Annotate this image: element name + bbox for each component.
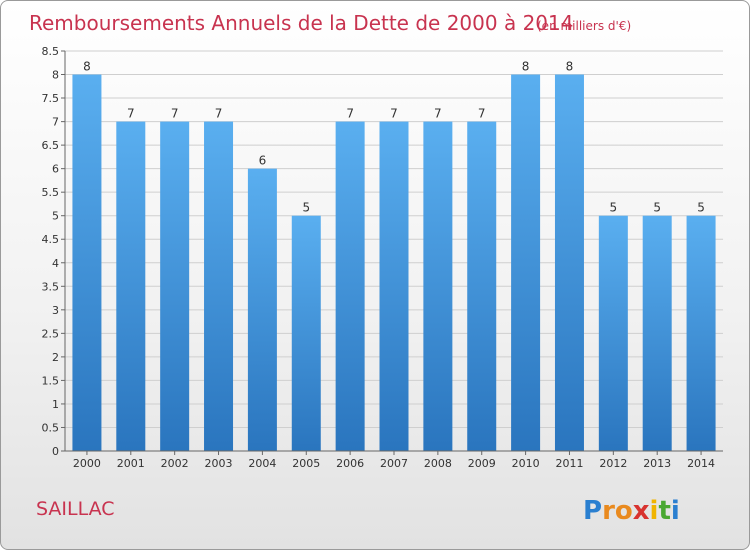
bar-value-label: 6 bbox=[259, 154, 267, 168]
x-tick-label: 2013 bbox=[643, 457, 671, 470]
x-tick-label: 2001 bbox=[117, 457, 145, 470]
y-tick-label: 6 bbox=[52, 163, 59, 176]
y-tick-label: 8.5 bbox=[42, 45, 60, 58]
bar-value-label: 8 bbox=[566, 60, 574, 74]
bar-value-label: 7 bbox=[434, 107, 442, 121]
bar bbox=[204, 121, 234, 452]
logo-letter: P bbox=[583, 496, 602, 526]
bar-value-label: 5 bbox=[610, 201, 618, 215]
x-tick-label: 2002 bbox=[161, 457, 189, 470]
x-tick-label: 2009 bbox=[468, 457, 496, 470]
bar bbox=[554, 74, 584, 451]
y-tick-label: 3 bbox=[52, 304, 59, 317]
y-tick-label: 5.5 bbox=[42, 186, 60, 199]
bar bbox=[423, 121, 453, 452]
y-tick-label: 8 bbox=[52, 69, 59, 82]
x-tick-label: 2003 bbox=[205, 457, 233, 470]
logo-letter: o bbox=[615, 496, 633, 526]
x-tick-label: 2007 bbox=[380, 457, 408, 470]
bar-value-label: 8 bbox=[83, 60, 91, 74]
y-tick-label: 2.5 bbox=[42, 327, 60, 340]
y-tick-label: 0 bbox=[52, 445, 59, 458]
bar bbox=[247, 168, 277, 451]
x-tick-label: 2006 bbox=[336, 457, 364, 470]
logo-letter: x bbox=[633, 496, 650, 526]
bar-value-label: 5 bbox=[653, 201, 661, 215]
bar-value-label: 5 bbox=[302, 201, 310, 215]
bar-value-label: 7 bbox=[478, 107, 486, 121]
logo-letter: r bbox=[602, 496, 615, 526]
y-tick-label: 2 bbox=[52, 351, 59, 364]
y-tick-label: 7 bbox=[52, 116, 59, 129]
y-tick-label: 1.5 bbox=[42, 374, 60, 387]
x-tick-label: 2012 bbox=[599, 457, 627, 470]
y-tick-label: 6.5 bbox=[42, 139, 60, 152]
commune-name: SAILLAC bbox=[36, 498, 115, 520]
logo-letter: i bbox=[671, 496, 680, 526]
bar bbox=[160, 121, 190, 452]
bar-value-label: 7 bbox=[346, 107, 354, 121]
bar bbox=[511, 74, 541, 451]
axis-layer: 0 0.5 1 1.5 2 2.5 3 3.5 4 4.5 5 5.5 6 6.5 7 7.5 8 8.5 2000… bbox=[42, 45, 723, 470]
bar-value-label: 8 bbox=[522, 60, 530, 74]
x-tick-label: 2008 bbox=[424, 457, 452, 470]
bar bbox=[642, 215, 672, 451]
y-tick-label: 0.5 bbox=[42, 421, 60, 434]
proxiti-logo: Proxiti bbox=[583, 496, 680, 526]
x-tick-label: 2014 bbox=[687, 457, 715, 470]
bar-value-label: 7 bbox=[171, 107, 179, 121]
y-tick-label: 1 bbox=[52, 398, 59, 411]
logo-letter: t bbox=[658, 496, 670, 526]
chart-title: Remboursements Annuels de la Dette de 20… bbox=[29, 11, 573, 35]
bar bbox=[335, 121, 365, 452]
bar bbox=[379, 121, 409, 452]
y-tick-label: 4.5 bbox=[42, 233, 60, 246]
x-tick-label: 2004 bbox=[248, 457, 276, 470]
logo-letter: i bbox=[650, 496, 659, 526]
bar bbox=[291, 215, 321, 451]
y-tick-label: 7.5 bbox=[42, 92, 60, 105]
x-tick-label: 2010 bbox=[512, 457, 540, 470]
x-tick-label: 2011 bbox=[555, 457, 583, 470]
y-tick-label: 3.5 bbox=[42, 280, 60, 293]
bar bbox=[116, 121, 146, 452]
x-tick-label: 2000 bbox=[73, 457, 101, 470]
chart-subtitle: (en milliers d'€) bbox=[537, 19, 631, 33]
bar-value-label: 7 bbox=[390, 107, 398, 121]
bar-value-label: 7 bbox=[215, 107, 223, 121]
x-tick-label: 2005 bbox=[292, 457, 320, 470]
y-tick-label: 5 bbox=[52, 210, 59, 223]
bars-layer: 8 7 7 7 6 5 7 7 7 7 8 8 5 5 5 bbox=[72, 60, 716, 452]
bar-value-label: 5 bbox=[697, 201, 705, 215]
bar bbox=[72, 74, 102, 451]
bar bbox=[467, 121, 497, 452]
bar-value-label: 7 bbox=[127, 107, 135, 121]
bar bbox=[598, 215, 628, 451]
bar bbox=[686, 215, 716, 451]
y-tick-label: 4 bbox=[52, 257, 59, 270]
